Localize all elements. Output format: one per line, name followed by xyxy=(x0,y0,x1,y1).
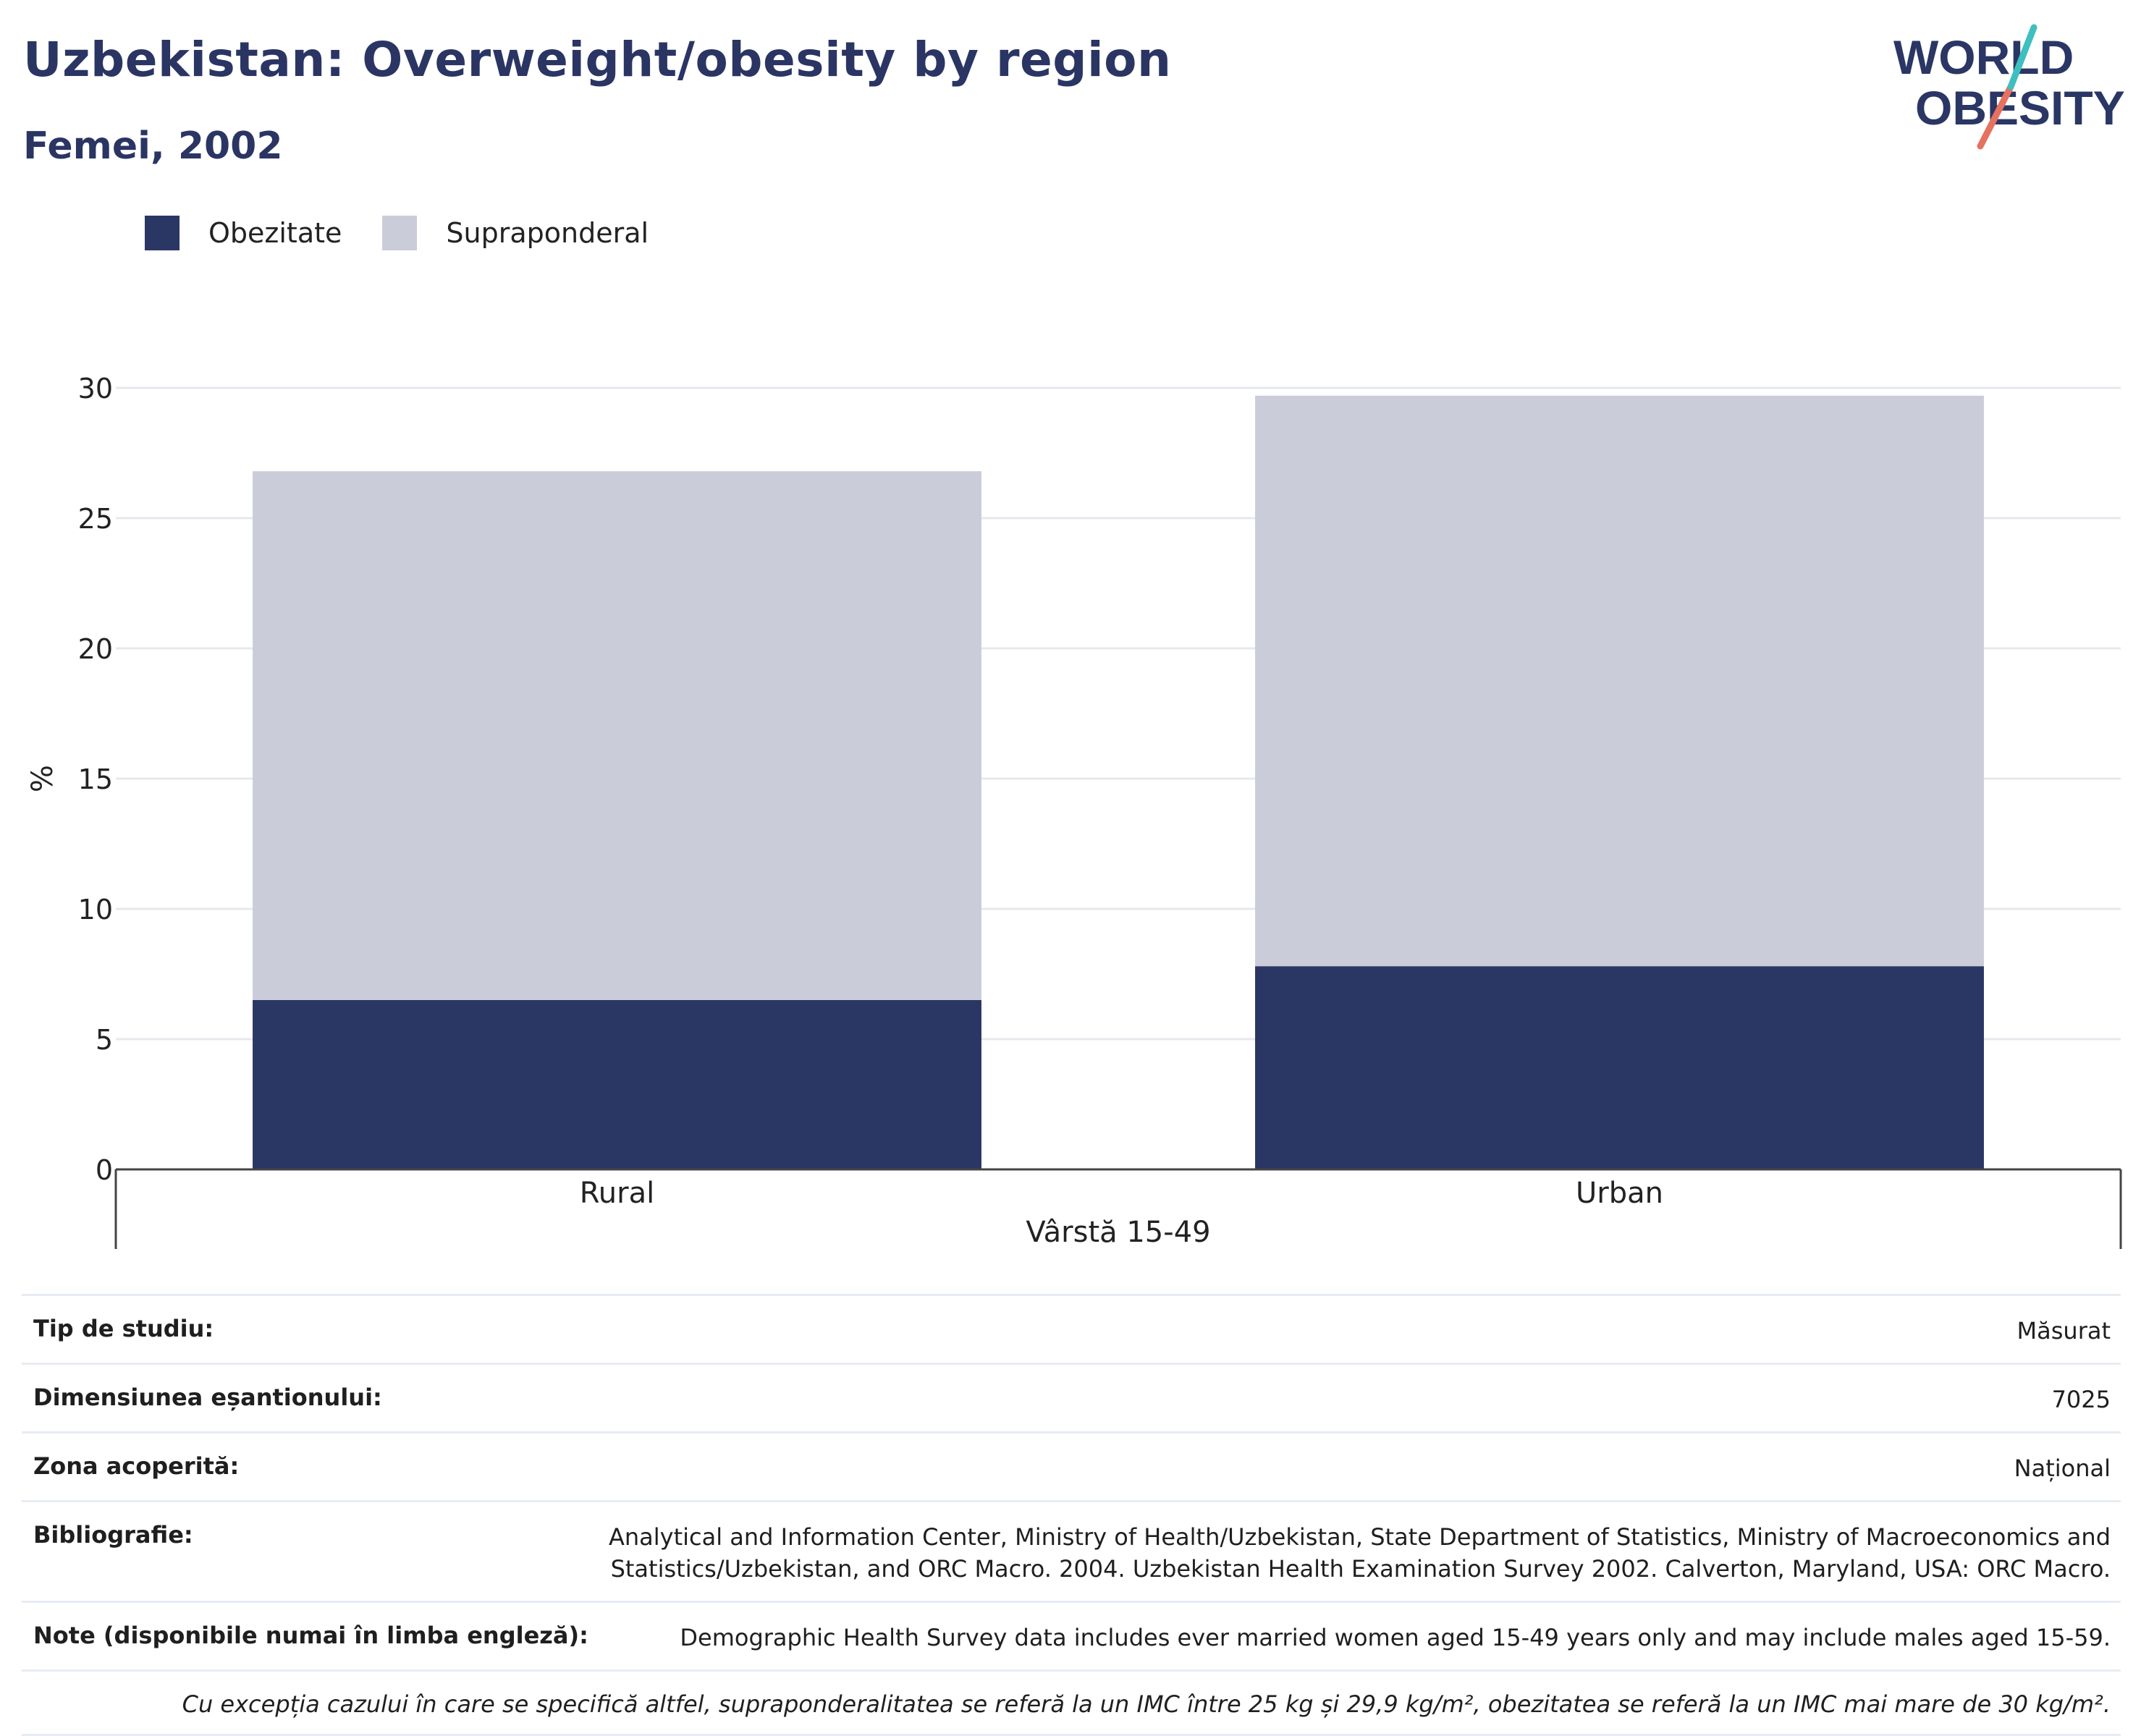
bar-rural-supraponderal xyxy=(253,471,981,1000)
study-details: Tip de studiu: Măsurat Dimensiunea eșant… xyxy=(22,1294,2121,1736)
detail-key: Bibliografie: xyxy=(33,1521,193,1549)
detail-value: Măsurat xyxy=(2017,1317,2111,1345)
chart-subtitle: Femei, 2002 xyxy=(23,124,283,168)
legend-swatch-overweight xyxy=(382,216,418,250)
x-axis-label: Vârstă 15-49 xyxy=(1026,1216,1210,1249)
legend-swatch-obesity xyxy=(145,216,180,250)
logo-line1: WORLD xyxy=(1893,30,2074,84)
detail-value: Național xyxy=(2014,1455,2111,1482)
y-tick-label: 5 xyxy=(96,1024,113,1056)
detail-key: Tip de studiu: xyxy=(33,1315,214,1342)
chart-title: Uzbekistan: Overweight/obesity by region xyxy=(23,32,1172,88)
y-tick-label: 0 xyxy=(96,1154,113,1186)
detail-key: Zona acoperită: xyxy=(33,1452,240,1480)
y-axis-label: % xyxy=(26,765,59,792)
footnote: Cu excepția cazului în care se specifică… xyxy=(22,1669,2121,1736)
y-tick-label: 25 xyxy=(78,503,113,535)
world-obesity-logo: WORLD OBESITY xyxy=(1893,24,2125,150)
legend-label-obesity: Obezitate xyxy=(208,217,342,249)
detail-value: 7025 xyxy=(2051,1386,2111,1413)
detail-value: Demographic Health Survey data includes … xyxy=(680,1624,2111,1651)
logo-line2: OBESITY xyxy=(1915,81,2125,135)
detail-row-study-type: Tip de studiu: Măsurat xyxy=(22,1294,2121,1363)
y-tick-label: 30 xyxy=(78,373,113,405)
bar-chart: 0 5 10 15 20 25 30 Rural Urban Vârstă 15-49% xyxy=(26,373,2122,1249)
y-tick-label: 20 xyxy=(78,633,113,665)
legend-label-overweight: Supraponderal xyxy=(446,217,649,249)
y-tick-label: 10 xyxy=(78,894,113,926)
bar-urban-supraponderal xyxy=(1255,395,1984,967)
chart-legend: Obezitate Supraponderal xyxy=(145,216,689,250)
detail-row-sample-size: Dimensiunea eșantionului: 7025 xyxy=(22,1363,2121,1431)
bar-urban-obezitate xyxy=(1255,966,1984,1169)
x-tick-label: Rural xyxy=(580,1177,654,1210)
detail-value: Analytical and Information Center, Minis… xyxy=(608,1523,2111,1583)
bar-rural-obezitate xyxy=(253,1000,981,1169)
detail-row-coverage: Zona acoperită: Național xyxy=(22,1431,2121,1500)
detail-row-notes: Note (disponibile numai în limba engleză… xyxy=(22,1601,2121,1669)
detail-key: Dimensiunea eșantionului: xyxy=(33,1384,382,1411)
detail-row-bibliography: Bibliografie: Analytical and Information… xyxy=(22,1500,2121,1601)
x-tick-label: Urban xyxy=(1576,1177,1663,1210)
detail-key: Note (disponibile numai în limba engleză… xyxy=(33,1622,588,1649)
y-tick-label: 15 xyxy=(78,763,113,795)
